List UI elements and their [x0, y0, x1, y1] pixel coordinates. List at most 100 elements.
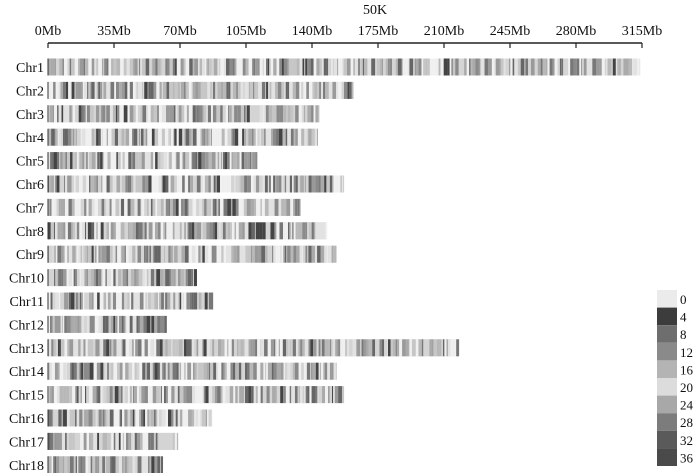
density-bands [48, 245, 337, 263]
density-bin [242, 198, 244, 216]
density-bin [202, 386, 204, 404]
density-bands [48, 58, 641, 76]
density-bin [82, 222, 85, 240]
density-bin [122, 432, 125, 450]
density-bin [425, 58, 427, 76]
density-bin [249, 105, 253, 123]
density-bin [172, 409, 174, 427]
density-bin [248, 58, 253, 76]
density-bin [228, 386, 230, 404]
density-bin [100, 152, 103, 170]
density-bin [72, 105, 76, 123]
density-bin [124, 198, 128, 216]
density-bin [275, 105, 277, 123]
density-bin [112, 105, 116, 123]
density-bin [190, 339, 192, 357]
legend-swatch [657, 325, 677, 343]
density-bin [259, 58, 263, 76]
density-bin [186, 339, 191, 357]
density-bin [144, 432, 149, 450]
density-bin [253, 58, 256, 76]
density-bin [212, 81, 216, 99]
density-bin [232, 81, 237, 99]
density-bin [122, 386, 125, 404]
density-bin [68, 245, 73, 263]
density-bin [294, 362, 299, 380]
density-bin [84, 198, 87, 216]
density-bin [128, 456, 133, 473]
chromosome-row: Chr13 [9, 339, 460, 357]
density-bin [69, 58, 72, 76]
density-bin [145, 362, 148, 380]
chromosome-label: Chr2 [16, 84, 44, 99]
density-bin [147, 105, 151, 123]
density-bin [183, 292, 187, 310]
density-bin [87, 269, 91, 287]
density-bin [118, 292, 122, 310]
density-bin [315, 386, 318, 404]
density-bin [165, 269, 170, 287]
density-bin [281, 198, 285, 216]
density-bin [324, 362, 328, 380]
density-bin [310, 362, 311, 380]
density-bin [53, 456, 55, 473]
density-bin [222, 105, 226, 123]
density-bin [188, 222, 192, 240]
density-bin [98, 198, 100, 216]
density-bin [327, 245, 329, 263]
density-bin [168, 128, 170, 146]
density-bin [94, 315, 99, 333]
density-bin [244, 105, 246, 123]
density-bin [274, 222, 276, 240]
density-bin [264, 175, 268, 193]
density-bin [128, 152, 132, 170]
density-bin [128, 432, 130, 450]
density-bin [104, 245, 107, 263]
density-bin [217, 386, 221, 404]
density-bin [251, 152, 253, 170]
density-bin [271, 81, 276, 99]
density-bin [121, 81, 125, 99]
density-bin [73, 362, 77, 380]
density-bin [343, 175, 345, 193]
density-bin [596, 58, 600, 76]
density-bin [330, 339, 333, 357]
density-bin [300, 175, 304, 193]
density-bin [76, 362, 80, 380]
density-bin [220, 105, 223, 123]
density-bin [388, 58, 390, 76]
density-bin [93, 269, 96, 287]
density-bin [250, 339, 253, 357]
density-bin [302, 245, 306, 263]
density-bin [360, 339, 362, 357]
density-bin [173, 409, 175, 427]
density-bin [379, 58, 382, 76]
density-bin [184, 222, 186, 240]
density-bin [385, 58, 389, 76]
density-bin [268, 105, 273, 123]
density-bin [224, 362, 227, 380]
density-bin [62, 315, 64, 333]
density-bin [64, 175, 66, 193]
density-bin [115, 456, 119, 473]
density-bin [110, 175, 113, 193]
density-bin [124, 81, 128, 99]
density-bin [269, 175, 271, 193]
density-bin [170, 175, 175, 193]
density-bin [281, 245, 283, 263]
density-bin [214, 386, 218, 404]
density-bin [102, 432, 104, 450]
density-bin [202, 245, 205, 263]
density-bin [342, 339, 346, 357]
density-bin [175, 198, 179, 216]
density-bin [284, 222, 288, 240]
density-bin [106, 175, 110, 193]
density-bin [68, 198, 72, 216]
density-bin [106, 105, 110, 123]
density-bin [107, 269, 111, 287]
density-bin [223, 58, 227, 76]
density-bin [118, 105, 120, 123]
density-bin [375, 339, 378, 357]
density-bin [178, 198, 182, 216]
density-bin [177, 175, 179, 193]
